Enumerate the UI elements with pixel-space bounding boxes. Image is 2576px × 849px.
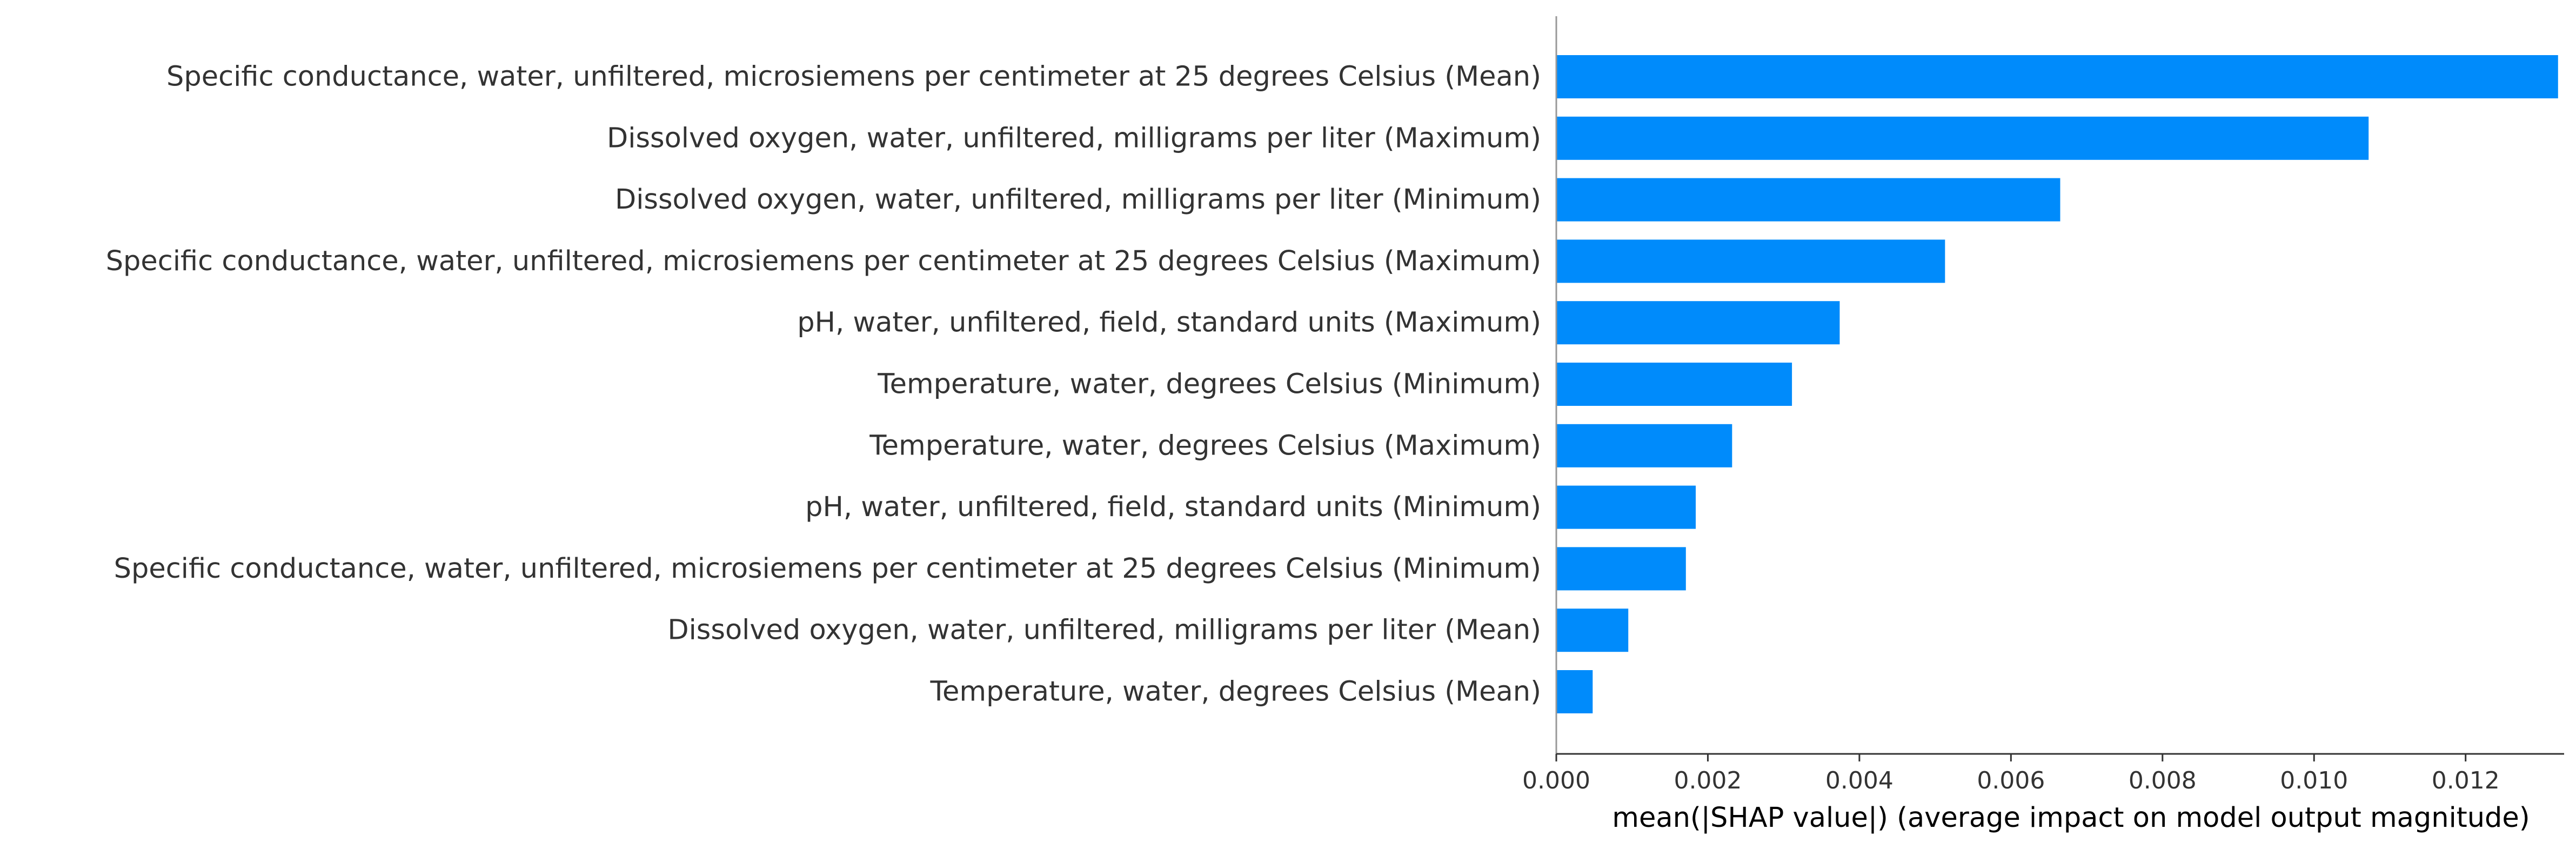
- x-axis-title: mean(|SHAP value|) (average impact on mo…: [1612, 802, 2530, 834]
- category-label: Temperature, water, degrees Celsius (Mea…: [930, 676, 1541, 708]
- bar: [1556, 239, 1945, 283]
- x-tick-label: 0.004: [1825, 767, 1893, 794]
- x-tick-label: 0.012: [2432, 767, 2500, 794]
- bar: [1556, 547, 1686, 591]
- category-label: pH, water, unfiltered, field, standard u…: [805, 491, 1541, 523]
- x-tick-label: 0.006: [1977, 767, 2045, 794]
- bars-layer: [1556, 55, 2558, 713]
- bar: [1556, 301, 1840, 345]
- x-tick-label: 0.010: [2280, 767, 2348, 794]
- x-tick-label: 0.000: [1522, 767, 1590, 794]
- bar: [1556, 116, 2369, 160]
- axes-layer: [1555, 16, 2564, 755]
- category-label: Dissolved oxygen, water, unfiltered, mil…: [615, 184, 1541, 216]
- category-label: Dissolved oxygen, water, unfiltered, mil…: [667, 614, 1541, 646]
- category-label: Dissolved oxygen, water, unfiltered, mil…: [607, 122, 1541, 154]
- x-tick-label: 0.008: [2129, 767, 2197, 794]
- x-tick-label: 0.002: [1674, 767, 1742, 794]
- bar: [1556, 178, 2060, 222]
- category-labels-layer: Specific conductance, water, unfiltered,…: [106, 61, 1541, 708]
- bar: [1556, 55, 2558, 98]
- category-label: Temperature, water, degrees Celsius (Max…: [869, 430, 1541, 462]
- category-label: Temperature, water, degrees Celsius (Min…: [877, 369, 1541, 400]
- category-label: Specific conductance, water, unfiltered,…: [106, 245, 1541, 277]
- bar: [1556, 670, 1593, 713]
- category-label: pH, water, unfiltered, field, standard u…: [797, 307, 1541, 339]
- bar: [1556, 424, 1732, 467]
- bar: [1556, 485, 1696, 529]
- category-label: Specific conductance, water, unfiltered,…: [114, 553, 1541, 585]
- x-ticks-layer: 0.000 0.002 0.004 0.006 0.008 0.010 0.012: [1522, 754, 2500, 794]
- bar: [1556, 363, 1792, 406]
- category-label: Specific conductance, water, unfiltered,…: [166, 61, 1541, 93]
- bar: [1556, 609, 1629, 652]
